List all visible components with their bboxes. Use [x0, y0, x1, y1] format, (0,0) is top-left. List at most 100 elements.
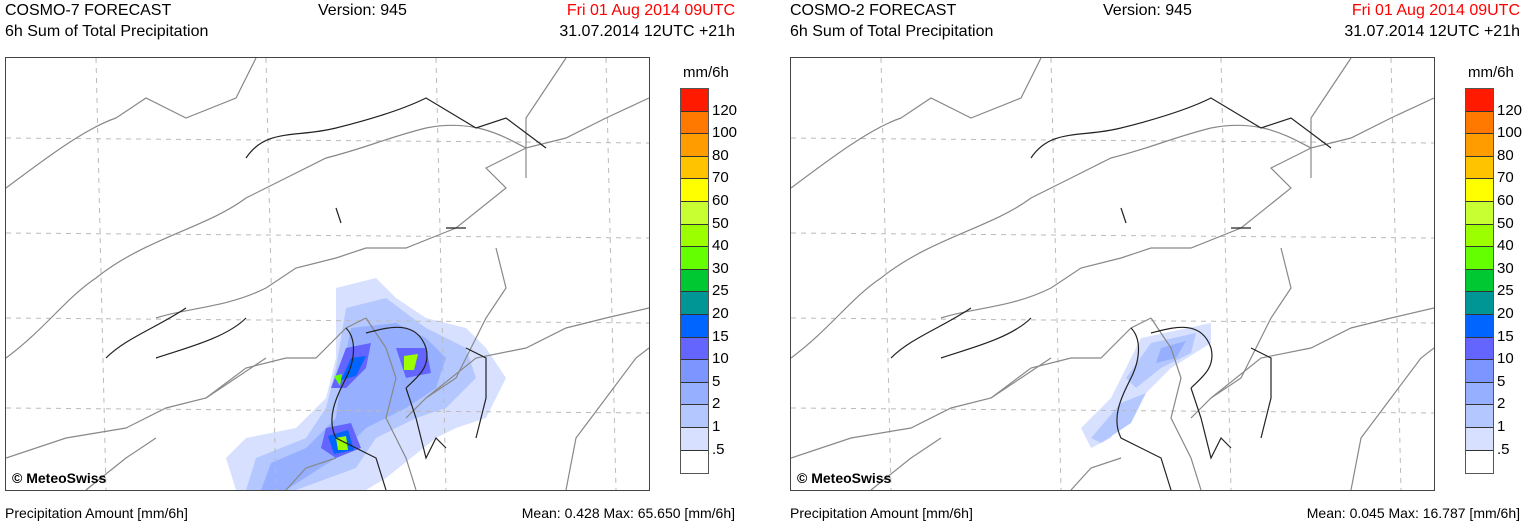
stats-label: Mean: 0.428 Max: 65.650 [mm/6h]: [521, 505, 735, 521]
grid-line: [791, 232, 1434, 239]
grid-line: [1050, 58, 1062, 490]
legend-swatch: [1466, 450, 1493, 474]
legend-swatch: [1466, 247, 1493, 270]
color-legend: [1465, 88, 1494, 475]
grid-line: [265, 58, 277, 490]
legend-tick-label: 5: [712, 372, 721, 390]
x-axis-label: Precipitation Amount [mm/6h]: [790, 505, 973, 521]
legend-swatch: [681, 337, 708, 361]
lake-outline: [1120, 207, 1127, 224]
legend-swatch: [1466, 314, 1493, 338]
legend-tick-label: 50: [712, 214, 729, 232]
border-line: [365, 317, 417, 490]
border-line: [525, 58, 567, 178]
border-line: [791, 58, 1042, 189]
legend-swatch: [681, 156, 708, 180]
legend-tick-label: 40: [712, 237, 729, 255]
grid-line: [791, 317, 1434, 324]
legend-tick-label: 60: [1497, 192, 1514, 209]
lake-outline: [331, 327, 387, 490]
color-legend: [680, 88, 709, 475]
legend-tick-label: 40: [1497, 237, 1514, 255]
lake-outline: [155, 317, 247, 359]
legend-swatch: [1466, 224, 1493, 248]
legend-tick-label: 80: [1497, 146, 1514, 164]
legend-swatch: [681, 269, 708, 293]
border-line: [1210, 307, 1434, 399]
panel-cosmo2: COSMO-2 FORECAST 6h Sum of Total Precipit…: [785, 0, 1533, 528]
legend-swatch: [681, 89, 708, 112]
grid-line: [605, 58, 617, 490]
legend-swatch: [1466, 201, 1493, 225]
copyright-label: © MeteoSwiss: [12, 470, 107, 486]
legend-swatch: [681, 450, 708, 474]
legend-tick-label: 10: [712, 350, 729, 368]
border-line: [285, 457, 337, 490]
legend-swatch: [1466, 179, 1493, 202]
precipitation-area: [334, 374, 342, 386]
grid-line: [6, 137, 649, 144]
legend-tick-label: 80: [712, 146, 729, 164]
copyright-label: © MeteoSwiss: [797, 470, 892, 486]
legend-tick-label: 1: [1497, 418, 1506, 435]
legend-swatch: [681, 201, 708, 225]
model-title: COSMO-2 FORECAST: [790, 2, 957, 19]
legend-swatch: [681, 111, 708, 135]
legend-swatch: [1466, 134, 1493, 157]
precipitation-map[interactable]: © MeteoSwiss: [5, 57, 650, 491]
legend-tick-label: .5: [712, 440, 725, 458]
lake-outline: [405, 387, 447, 460]
legend-swatch: [681, 134, 708, 157]
border-line: [1350, 347, 1434, 490]
legend-tick-label: 20: [712, 305, 729, 322]
legend-tick-label: 2: [712, 395, 721, 413]
border-line: [155, 147, 527, 319]
legend-swatch: [1466, 360, 1493, 383]
lake-outline: [1030, 97, 1332, 159]
legend-swatch: [1466, 337, 1493, 361]
border-line: [870, 437, 942, 490]
lake-outline: [335, 207, 342, 224]
lake-outline: [1250, 347, 1272, 439]
grid-line: [1220, 58, 1232, 490]
grid-line: [95, 58, 107, 490]
grid-line: [791, 407, 1434, 414]
x-axis-label: Precipitation Amount [mm/6h]: [5, 505, 188, 521]
legend-unit: mm/6h: [683, 64, 729, 81]
legend-tick-label: 30: [1497, 259, 1514, 277]
precipitation-area: [404, 354, 418, 370]
grid-line: [6, 407, 649, 414]
legend-tick-label: 5: [1497, 372, 1506, 390]
legend-swatch: [1466, 405, 1493, 428]
border-line: [85, 437, 157, 490]
legend-swatch: [1466, 427, 1493, 451]
border-line: [6, 317, 367, 459]
legend-tick-label: 30: [712, 259, 729, 277]
run-time: 31.07.2014 12UTC +21h: [1344, 23, 1520, 40]
legend-tick-label: 100: [1497, 124, 1523, 142]
legend-tick-label: 15: [712, 327, 729, 345]
lake-outline: [465, 347, 487, 439]
border-line: [6, 58, 257, 189]
legend-swatch: [1466, 111, 1493, 135]
legend-tick-label: 2: [1497, 395, 1506, 413]
border-line: [565, 347, 649, 490]
legend-tick-label: 20: [1497, 305, 1514, 322]
valid-time: Fri 01 Aug 2014 09UTC: [566, 2, 735, 19]
precipitation-area: [1156, 341, 1186, 363]
border-line: [1070, 457, 1122, 490]
legend-swatch: [1466, 156, 1493, 180]
legend-swatch: [681, 224, 708, 248]
legend-swatch: [1466, 269, 1493, 293]
border-line: [1310, 58, 1352, 178]
map-canvas: [6, 58, 649, 490]
legend-tick-label: .5: [1497, 440, 1510, 458]
border-line: [205, 357, 267, 399]
precipitation-area: [261, 323, 446, 490]
version-label: Version: 945: [1103, 2, 1192, 19]
precipitation-map[interactable]: © MeteoSwiss: [790, 57, 1435, 491]
border-line: [791, 97, 1434, 359]
grid-line: [1390, 58, 1402, 490]
legend-tick-label: 25: [1497, 282, 1514, 300]
lake-outline: [1116, 327, 1172, 490]
